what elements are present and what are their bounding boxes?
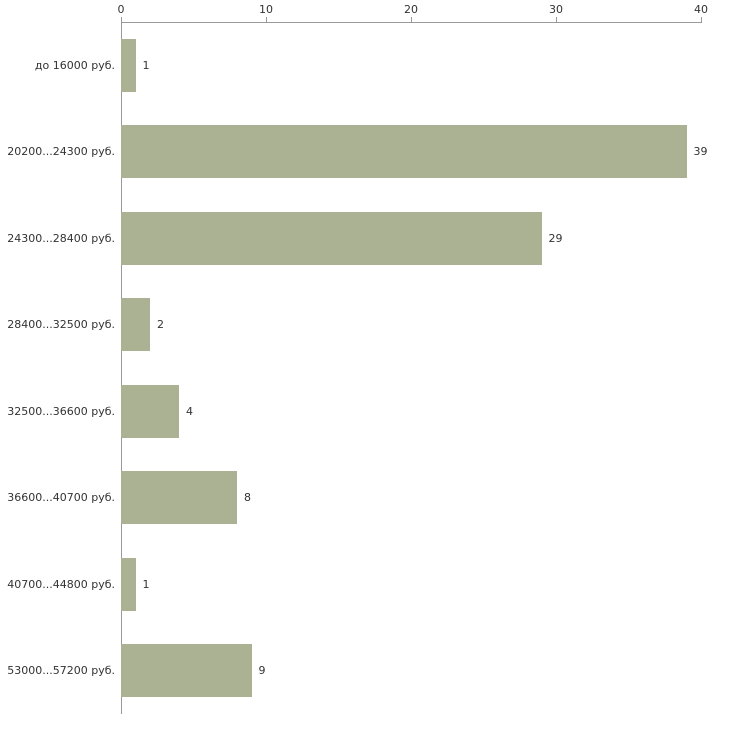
x-tick-label: 10 bbox=[259, 3, 273, 16]
bar bbox=[121, 125, 687, 179]
x-tick-label: 0 bbox=[117, 3, 125, 16]
value-label: 9 bbox=[258, 664, 266, 678]
bar bbox=[121, 211, 542, 265]
x-axis-line bbox=[121, 22, 702, 23]
value-label: 8 bbox=[244, 491, 251, 505]
value-label: 1 bbox=[142, 577, 150, 591]
bar-row: 28400...32500 руб. 2 bbox=[0, 282, 730, 369]
y-axis-line bbox=[121, 22, 122, 714]
bar bbox=[121, 471, 237, 525]
x-tick-label: 30 bbox=[549, 3, 563, 16]
value-label: 2 bbox=[157, 318, 164, 332]
value-label: 1 bbox=[142, 58, 150, 72]
bar-row: 36600...40700 руб. 8 bbox=[0, 455, 730, 542]
bar bbox=[121, 298, 150, 352]
bar bbox=[121, 384, 179, 438]
x-tick-mark bbox=[266, 17, 267, 22]
value-label: 29 bbox=[548, 231, 563, 245]
bar bbox=[121, 644, 252, 698]
bar bbox=[121, 38, 136, 92]
category-label: 36600...40700 руб. bbox=[7, 491, 115, 505]
x-tick-label: 20 bbox=[404, 3, 418, 16]
x-tick-mark bbox=[701, 17, 702, 22]
x-tick-label: 40 bbox=[694, 3, 708, 16]
category-label: 53000...57200 руб. bbox=[7, 664, 115, 678]
value-label: 39 bbox=[693, 145, 708, 159]
bar-rows: до 16000 руб. 1 20200...24300 руб. 39 24300.… bbox=[0, 22, 730, 714]
category-label: 28400...32500 руб. bbox=[7, 318, 115, 332]
x-tick-mark bbox=[121, 17, 122, 22]
bar-row: до 16000 руб. 1 bbox=[0, 22, 730, 109]
x-tick-mark bbox=[556, 17, 557, 22]
bar-row: 32500...36600 руб. 4 bbox=[0, 368, 730, 455]
x-tick-mark bbox=[411, 17, 412, 22]
category-label: до 16000 руб. bbox=[34, 58, 115, 72]
category-label: 40700...44800 руб. bbox=[7, 577, 115, 591]
category-label: 32500...36600 руб. bbox=[7, 404, 115, 418]
bar-row: 24300...28400 руб. 29 bbox=[0, 195, 730, 282]
value-label: 4 bbox=[186, 404, 193, 418]
bar-row: 40700...44800 руб. 1 bbox=[0, 541, 730, 628]
bar-row: 20200...24300 руб. 39 bbox=[0, 109, 730, 196]
category-label: 24300...28400 руб. bbox=[7, 231, 115, 245]
bar-row: 53000...57200 руб. 9 bbox=[0, 628, 730, 715]
bar bbox=[121, 557, 136, 611]
category-label: 20200...24300 руб. bbox=[7, 145, 115, 159]
